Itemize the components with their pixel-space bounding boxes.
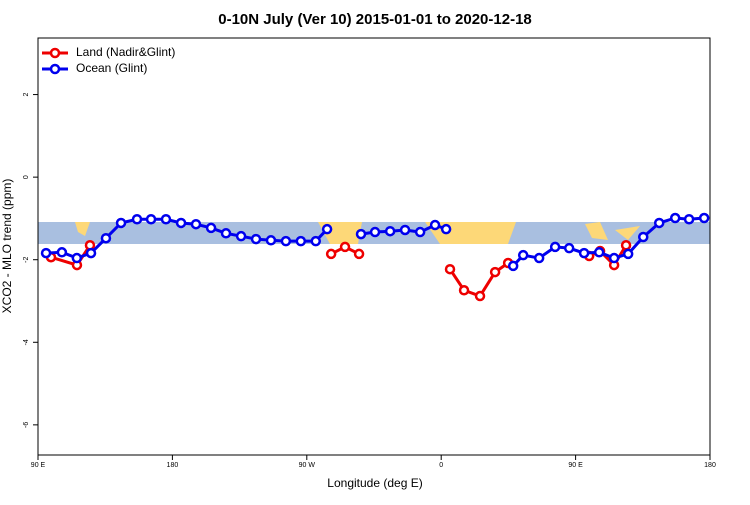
x-tick-label: 180	[167, 462, 179, 469]
legend-label: Land (Nadir&Glint)	[76, 45, 175, 59]
point	[325, 248, 337, 260]
point	[683, 214, 695, 225]
point	[250, 233, 262, 245]
point	[608, 252, 620, 264]
point	[593, 247, 605, 258]
point	[220, 228, 232, 239]
point	[190, 218, 202, 230]
point	[533, 252, 545, 264]
x-tick-label: 90 W	[299, 462, 316, 469]
x-tick-label: 180	[704, 462, 716, 469]
x-axis-label: Longitude (deg E)	[327, 476, 422, 490]
point	[56, 247, 68, 258]
y-tick-label: -6	[23, 422, 30, 428]
legend-label: Ocean (Glint)	[76, 61, 147, 75]
point	[131, 214, 143, 225]
point	[205, 222, 217, 234]
point	[399, 224, 411, 236]
point	[321, 223, 333, 235]
point	[458, 285, 470, 296]
point	[669, 212, 681, 224]
y-tick-label: 2	[23, 93, 30, 97]
point	[369, 226, 381, 238]
y-tick-label: -2	[23, 256, 30, 262]
point	[160, 214, 172, 225]
point	[85, 247, 97, 259]
chart-title: 0-10N July (Ver 10) 2015-01-01 to 2020-1…	[218, 11, 532, 28]
point	[620, 240, 632, 251]
point	[295, 235, 307, 247]
point	[280, 235, 292, 247]
point	[145, 214, 157, 225]
point	[71, 252, 83, 264]
point	[489, 266, 501, 278]
y-axis-label: XCO2 - MLO trend (ppm)	[0, 179, 14, 314]
point	[384, 225, 396, 237]
point	[507, 260, 519, 272]
point	[444, 263, 456, 275]
point	[100, 232, 112, 244]
point	[310, 235, 322, 247]
y-tick-label: -4	[23, 339, 30, 345]
point	[265, 235, 277, 246]
point	[578, 247, 590, 259]
point	[549, 241, 561, 253]
x-tick-label: 90 E	[568, 462, 583, 469]
point	[175, 217, 187, 229]
point	[353, 248, 365, 260]
point	[698, 212, 710, 224]
legend-marker	[49, 47, 61, 59]
point	[355, 228, 367, 240]
x-tick-label: 90 E	[31, 462, 46, 469]
point	[474, 290, 486, 302]
point	[235, 230, 247, 242]
point	[40, 247, 52, 259]
point	[517, 249, 529, 261]
point	[440, 223, 452, 235]
x-tick-label: 0	[439, 462, 443, 469]
point	[653, 217, 665, 229]
point	[429, 219, 441, 231]
legend-marker	[49, 63, 61, 75]
point	[622, 248, 634, 260]
plot-frame	[37, 37, 711, 456]
point	[115, 217, 127, 229]
y-tick-label: 0	[23, 175, 30, 179]
point	[414, 226, 426, 238]
point	[339, 241, 351, 253]
point	[563, 242, 575, 254]
point	[637, 231, 649, 243]
